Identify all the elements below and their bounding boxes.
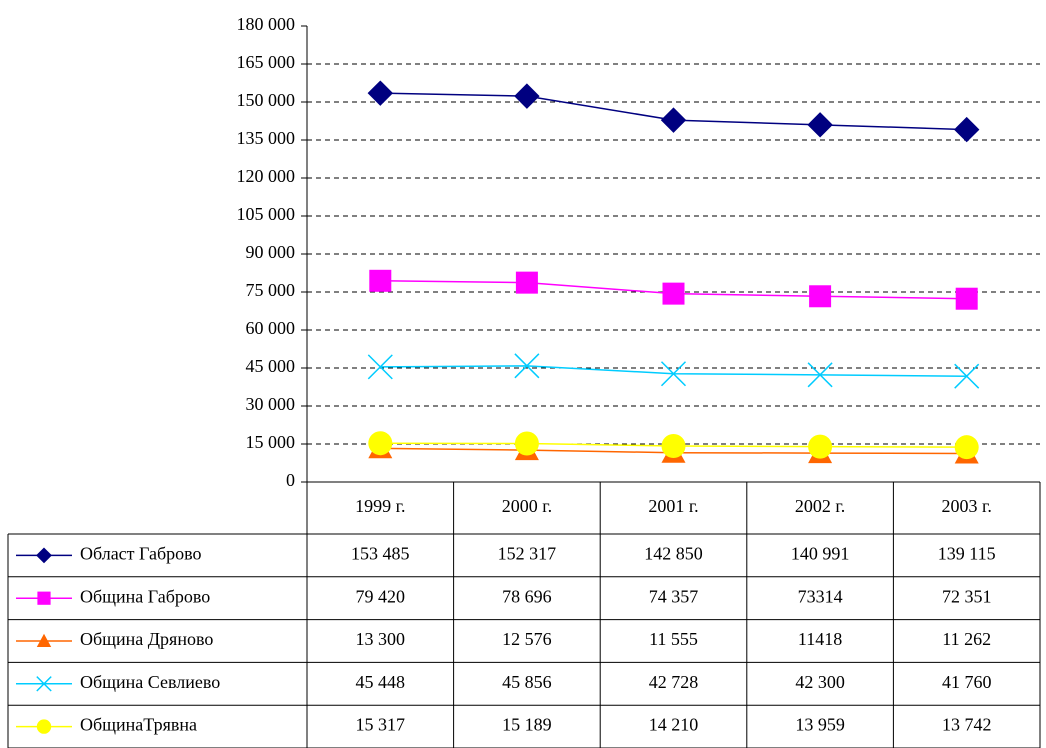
table-cell: 73314 — [798, 586, 843, 606]
table-cell: 78 696 — [502, 586, 552, 606]
y-tick-label: 90 000 — [246, 242, 296, 262]
table-cell: 45 856 — [502, 672, 552, 692]
table-cell: 140 991 — [791, 544, 850, 564]
marker — [369, 269, 392, 292]
table-cell: 13 959 — [795, 715, 845, 735]
marker — [807, 112, 833, 138]
x-tick-label: 2000 г. — [502, 496, 552, 516]
table-cell: 11 262 — [942, 629, 991, 649]
marker — [367, 354, 393, 380]
legend-marker — [36, 719, 52, 734]
marker — [954, 435, 979, 460]
table-cell: 15 189 — [502, 715, 552, 735]
legend-marker — [36, 547, 52, 564]
table-cell: 13 300 — [356, 629, 406, 649]
table-cell: 13 742 — [942, 715, 992, 735]
x-tick-label: 2003 г. — [942, 496, 992, 516]
marker — [660, 361, 687, 387]
legend-label: Област Габрово — [80, 544, 202, 564]
legend-marker — [36, 633, 52, 647]
legend-label: Община Дряново — [80, 629, 213, 649]
legend-label: ОбщинаТрявна — [80, 715, 197, 735]
table-cell: 11 555 — [649, 629, 698, 649]
legend-marker — [37, 591, 51, 605]
marker — [514, 431, 539, 456]
table-cell: 15 317 — [356, 715, 406, 735]
table-cell: 42 728 — [649, 672, 699, 692]
y-tick-label: 165 000 — [237, 52, 296, 72]
table-cell: 45 448 — [356, 672, 406, 692]
marker — [660, 107, 687, 133]
y-tick-label: 45 000 — [246, 356, 296, 376]
table-cell: 42 300 — [795, 672, 845, 692]
y-tick-label: 120 000 — [237, 166, 296, 186]
legend-label: Община Габрово — [80, 586, 210, 606]
marker — [514, 353, 540, 379]
y-tick-label: 75 000 — [246, 280, 296, 300]
marker — [662, 282, 685, 305]
y-tick-label: 30 000 — [246, 394, 296, 414]
table-cell: 72 351 — [942, 586, 992, 606]
marker — [661, 434, 686, 459]
y-tick-label: 15 000 — [246, 432, 296, 452]
y-tick-label: 0 — [286, 470, 295, 490]
table-cell: 11418 — [798, 629, 842, 649]
legend-label: Община Севлиево — [80, 672, 220, 692]
marker — [807, 362, 833, 388]
x-tick-label: 2001 г. — [648, 496, 698, 516]
table-cell: 142 850 — [644, 544, 703, 564]
table-cell: 14 210 — [649, 715, 699, 735]
marker — [809, 285, 832, 308]
marker — [808, 434, 833, 459]
y-tick-label: 135 000 — [237, 128, 296, 148]
y-tick-label: 150 000 — [237, 90, 296, 110]
legend-marker — [36, 676, 52, 692]
table-cell: 74 357 — [649, 586, 699, 606]
table-cell: 79 420 — [356, 586, 406, 606]
marker — [954, 363, 980, 389]
table-cell: 152 317 — [498, 544, 557, 564]
table-cell: 41 760 — [942, 672, 992, 692]
x-tick-label: 2002 г. — [795, 496, 845, 516]
marker — [514, 83, 540, 109]
table-cell: 12 576 — [502, 629, 552, 649]
marker — [953, 116, 980, 143]
marker — [368, 431, 393, 456]
x-tick-label: 1999 г. — [355, 496, 405, 516]
marker — [515, 271, 538, 294]
y-tick-label: 180 000 — [237, 14, 296, 34]
y-tick-label: 60 000 — [246, 318, 296, 338]
table-cell: 139 115 — [938, 544, 996, 564]
y-tick-label: 105 000 — [237, 204, 296, 224]
table-cell: 153 485 — [351, 544, 410, 564]
marker — [955, 287, 978, 310]
marker — [367, 80, 394, 106]
